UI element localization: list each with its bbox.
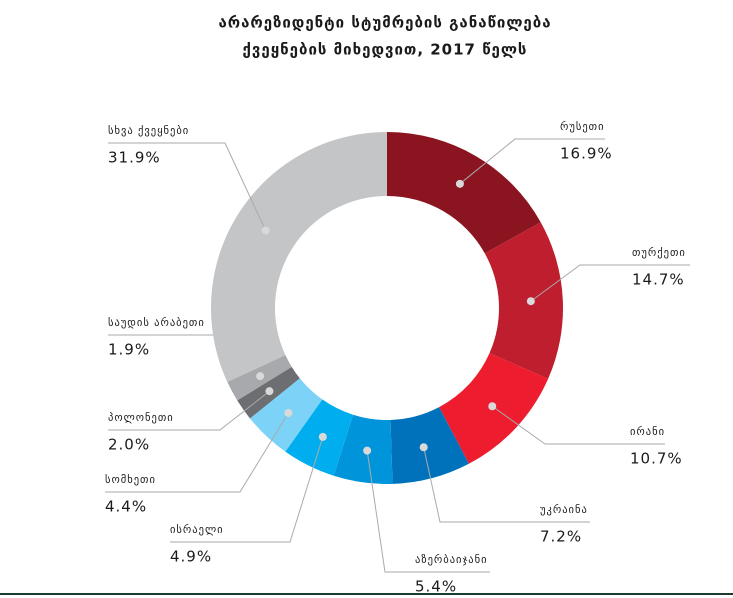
leader-line (491, 405, 665, 445)
category-label: უკრაინა (540, 504, 588, 516)
leader-dot (419, 443, 428, 452)
leader-line (170, 436, 324, 543)
category-label: ისრაელი (170, 524, 224, 536)
leader-dot (284, 408, 293, 417)
donut-segment (387, 132, 541, 254)
chart-title: არარეზიდენტი სტუმრების განაწილება (218, 14, 551, 32)
leader-line (530, 264, 690, 302)
value-label: 14.7% (632, 271, 685, 289)
leader-dot (261, 226, 270, 235)
leader-dot (265, 387, 274, 396)
leader-line (105, 412, 289, 493)
value-label: 16.9% (560, 145, 613, 163)
leader-line (108, 142, 267, 231)
category-label: აზერბაიჯანი (415, 554, 488, 566)
donut-segment (390, 407, 469, 484)
leader-line (366, 450, 490, 573)
category-label: თურქეთი (632, 247, 686, 259)
leader-line (108, 390, 270, 431)
leader-dot (455, 179, 464, 188)
category-label: ირანი (630, 426, 665, 438)
donut-segment (333, 414, 393, 484)
donut-segment (484, 222, 564, 379)
category-label: სომხეთი (105, 474, 156, 486)
donut-segment (211, 132, 387, 382)
leader-dot (256, 372, 265, 381)
value-label: 4.4% (105, 498, 147, 516)
value-label: 5.4% (415, 578, 457, 596)
value-label: 31.9% (108, 149, 161, 167)
value-label: 2.0% (108, 436, 150, 454)
leader-dot (363, 446, 372, 455)
category-label: სხვა ქვეყნები (108, 125, 189, 137)
chart-title: ქვეყნების მიხედვით, 2017 წელს (243, 41, 528, 59)
leader-line (423, 447, 590, 523)
category-label: რუსეთი (560, 121, 605, 133)
value-label: 7.2% (540, 528, 582, 546)
leader-dot (488, 402, 497, 411)
leader-dot (318, 432, 327, 441)
leader-dot (526, 297, 535, 306)
value-label: 4.9% (170, 548, 212, 566)
category-label: საუდის არაბეთი (108, 317, 205, 329)
value-label: 10.7% (630, 450, 683, 468)
leader-line (459, 138, 605, 185)
value-label: 1.9% (108, 341, 150, 359)
category-label: პოლონეთი (108, 412, 174, 424)
